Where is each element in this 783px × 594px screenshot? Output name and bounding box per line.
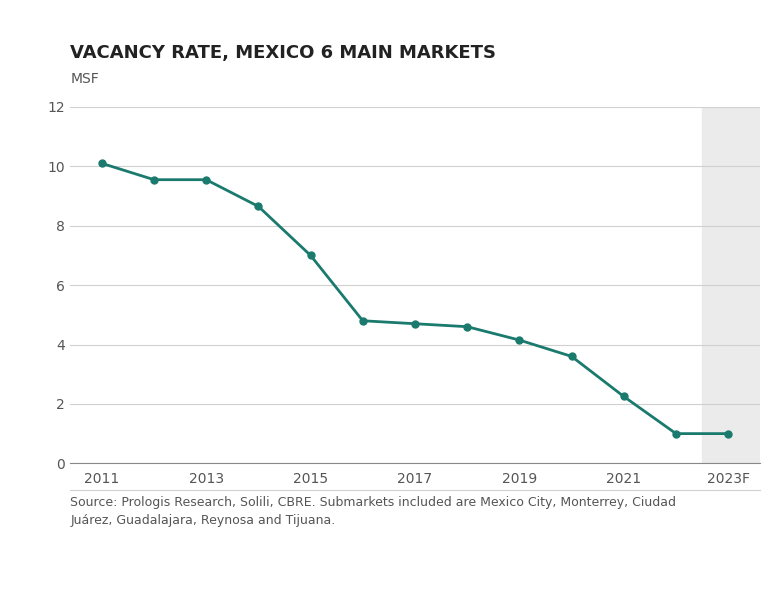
Bar (702, 107, 760, 463)
Text: VACANCY RATE, MEXICO 6 MAIN MARKETS: VACANCY RATE, MEXICO 6 MAIN MARKETS (70, 45, 496, 62)
Text: Source: Prologis Research, Solili, CBRE. Submarkets included are Mexico City, Mo: Source: Prologis Research, Solili, CBRE.… (70, 496, 677, 527)
Text: MSF: MSF (70, 72, 99, 86)
